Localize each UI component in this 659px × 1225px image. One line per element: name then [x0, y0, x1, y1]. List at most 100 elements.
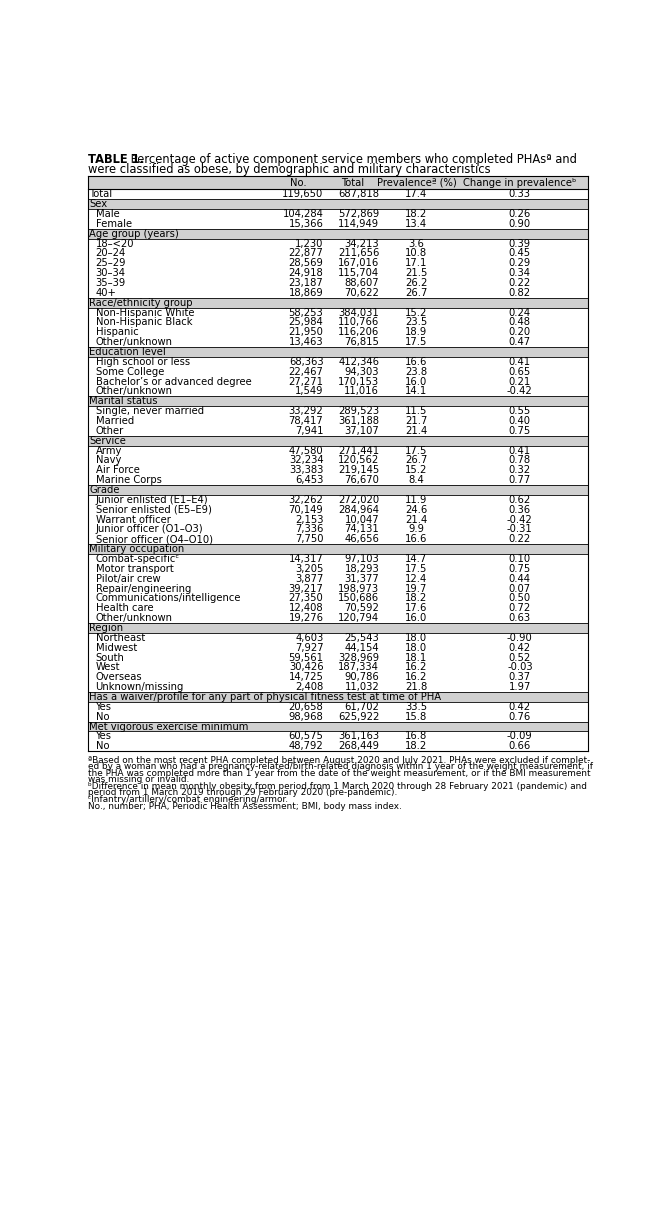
- Text: 0.52: 0.52: [509, 653, 531, 663]
- Text: 16.8: 16.8: [405, 731, 428, 741]
- Text: Bachelor’s or advanced degree: Bachelor’s or advanced degree: [96, 376, 251, 387]
- Text: 0.33: 0.33: [509, 190, 531, 200]
- Bar: [88, 407, 588, 417]
- Text: 68,363: 68,363: [289, 356, 324, 366]
- Text: 12,408: 12,408: [289, 603, 324, 614]
- Text: 110,766: 110,766: [338, 317, 379, 327]
- Bar: [88, 317, 588, 327]
- Text: period from 1 March 2019 through 29 February 2020 (pre-pandemic).: period from 1 March 2019 through 29 Febr…: [88, 789, 397, 797]
- Text: 20,658: 20,658: [289, 702, 324, 712]
- Text: -0.90: -0.90: [507, 633, 532, 643]
- Text: 4,603: 4,603: [295, 633, 324, 643]
- Text: 114,949: 114,949: [338, 219, 379, 229]
- Text: 0.37: 0.37: [509, 673, 531, 682]
- Text: 0.47: 0.47: [509, 337, 531, 347]
- Text: 18.0: 18.0: [405, 633, 428, 643]
- Bar: [88, 307, 588, 317]
- Text: Yes: Yes: [96, 702, 111, 712]
- Text: Motor transport: Motor transport: [96, 564, 173, 573]
- Text: 115,704: 115,704: [338, 268, 379, 278]
- Text: 18.0: 18.0: [405, 643, 428, 653]
- Text: 18.2: 18.2: [405, 741, 428, 751]
- Bar: [88, 682, 588, 692]
- Text: 44,154: 44,154: [345, 643, 379, 653]
- Text: 26.7: 26.7: [405, 456, 428, 466]
- Text: 21.8: 21.8: [405, 682, 428, 692]
- Bar: [88, 663, 588, 673]
- Bar: [88, 298, 588, 307]
- Bar: [88, 692, 588, 702]
- Bar: [88, 653, 588, 663]
- Text: 39,217: 39,217: [289, 583, 324, 594]
- Text: 46,656: 46,656: [344, 534, 379, 544]
- Bar: [88, 573, 588, 583]
- Text: Married: Married: [96, 417, 134, 426]
- Text: 0.22: 0.22: [509, 278, 531, 288]
- Text: Male: Male: [96, 209, 119, 219]
- Text: 0.78: 0.78: [509, 456, 531, 466]
- Text: 361,163: 361,163: [338, 731, 379, 741]
- Text: 18.1: 18.1: [405, 653, 428, 663]
- Text: 74,131: 74,131: [345, 524, 379, 534]
- Text: 33,292: 33,292: [289, 407, 324, 417]
- Bar: [88, 722, 588, 731]
- Bar: [88, 337, 588, 347]
- Text: 15.8: 15.8: [405, 712, 428, 722]
- Text: Single, never married: Single, never married: [96, 407, 204, 417]
- Bar: [88, 446, 588, 456]
- Bar: [88, 514, 588, 524]
- Text: Air Force: Air Force: [96, 466, 140, 475]
- Text: 0.63: 0.63: [509, 612, 531, 624]
- Text: 18.9: 18.9: [405, 327, 428, 337]
- Text: 17.6: 17.6: [405, 603, 428, 614]
- Text: Senior officer (O4–O10): Senior officer (O4–O10): [96, 534, 213, 544]
- Text: 187,334: 187,334: [338, 663, 379, 673]
- Text: 21.4: 21.4: [405, 426, 428, 436]
- Text: 18,293: 18,293: [345, 564, 379, 573]
- Bar: [88, 524, 588, 534]
- Text: 1,230: 1,230: [295, 239, 324, 249]
- Text: 23.5: 23.5: [405, 317, 428, 327]
- Text: 30–34: 30–34: [96, 268, 126, 278]
- Text: 37,107: 37,107: [345, 426, 379, 436]
- Text: 16.2: 16.2: [405, 663, 428, 673]
- Bar: [88, 466, 588, 475]
- Text: ᶜInfantry/artillery/combat engineering/armor.: ᶜInfantry/artillery/combat engineering/a…: [88, 795, 288, 804]
- Text: Other/unknown: Other/unknown: [96, 386, 173, 397]
- Text: 0.76: 0.76: [509, 712, 531, 722]
- Text: 59,561: 59,561: [289, 653, 324, 663]
- Bar: [88, 200, 588, 209]
- Text: 14.7: 14.7: [405, 554, 428, 564]
- Text: 27,271: 27,271: [289, 376, 324, 387]
- Text: 31,377: 31,377: [345, 573, 379, 583]
- Bar: [88, 176, 588, 190]
- Text: 384,031: 384,031: [339, 307, 379, 317]
- Text: 94,303: 94,303: [345, 366, 379, 376]
- Text: 60,575: 60,575: [289, 731, 324, 741]
- Text: 47,580: 47,580: [289, 446, 324, 456]
- Text: 0.41: 0.41: [509, 446, 531, 456]
- Text: 14,725: 14,725: [289, 673, 324, 682]
- Text: Communications/intelligence: Communications/intelligence: [96, 593, 241, 604]
- Text: 14.1: 14.1: [405, 386, 428, 397]
- Text: 9.9: 9.9: [409, 524, 424, 534]
- Bar: [88, 456, 588, 466]
- Text: Marine Corps: Marine Corps: [96, 475, 161, 485]
- Bar: [88, 583, 588, 593]
- Text: 0.21: 0.21: [509, 376, 531, 387]
- Text: 0.10: 0.10: [509, 554, 531, 564]
- Text: Other/unknown: Other/unknown: [96, 337, 173, 347]
- Text: 3,205: 3,205: [295, 564, 324, 573]
- Text: 198,973: 198,973: [338, 583, 379, 594]
- Bar: [88, 258, 588, 268]
- Text: Combat-specificᶜ: Combat-specificᶜ: [96, 554, 180, 564]
- Bar: [88, 417, 588, 426]
- Text: 17.5: 17.5: [405, 337, 428, 347]
- Text: Navy: Navy: [96, 456, 121, 466]
- Bar: [88, 475, 588, 485]
- Text: 10.8: 10.8: [405, 249, 428, 258]
- Text: 14,317: 14,317: [289, 554, 324, 564]
- Text: 16.0: 16.0: [405, 612, 428, 624]
- Text: 27,350: 27,350: [289, 593, 324, 604]
- Text: 116,206: 116,206: [338, 327, 379, 337]
